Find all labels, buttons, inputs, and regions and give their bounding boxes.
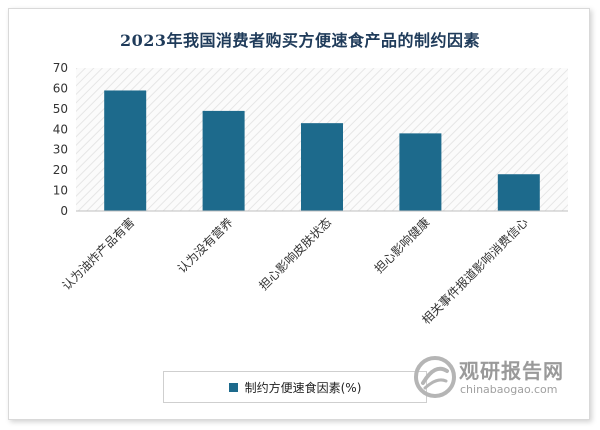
x-tick-label: 担心影响健康	[371, 215, 433, 277]
bar	[301, 123, 343, 211]
y-axis: 0 10 20 30 40 50 60 70	[53, 61, 68, 218]
y-tick-label: 50	[53, 102, 68, 116]
y-tick-label: 20	[53, 163, 68, 177]
y-tick-label: 70	[53, 61, 68, 75]
watermark-domain: chinabaogao.com	[460, 383, 558, 396]
y-tick-label: 10	[53, 184, 68, 198]
bar	[399, 133, 442, 211]
y-tick-label: 60	[53, 81, 68, 95]
x-tick-label: 认为没有营养	[174, 215, 236, 277]
watermark-name: 观研报告网	[459, 359, 564, 383]
watermark-logo-icon	[414, 356, 456, 398]
y-tick-label: 30	[53, 143, 68, 157]
bar	[202, 110, 245, 211]
chart-title: 2023年我国消费者购买方便速食产品的制约因素	[119, 31, 481, 50]
watermark: 观研报告网 chinabaogao.com	[413, 353, 583, 403]
x-tick-label: 认为油炸产品有害	[59, 215, 137, 293]
bar	[104, 90, 147, 211]
bars-group	[104, 90, 540, 211]
x-tick-label: 担心影响皮肤状态	[256, 215, 334, 293]
legend-swatch	[228, 382, 238, 392]
x-tick-label: 相关事件报道影响消费信心	[418, 215, 530, 327]
y-tick-label: 0	[60, 204, 68, 218]
y-tick-label: 40	[53, 122, 68, 136]
bar	[497, 174, 540, 211]
legend-label: 制约方便速食因素(%)	[244, 380, 362, 395]
legend: 制约方便速食因素(%)	[163, 371, 427, 403]
